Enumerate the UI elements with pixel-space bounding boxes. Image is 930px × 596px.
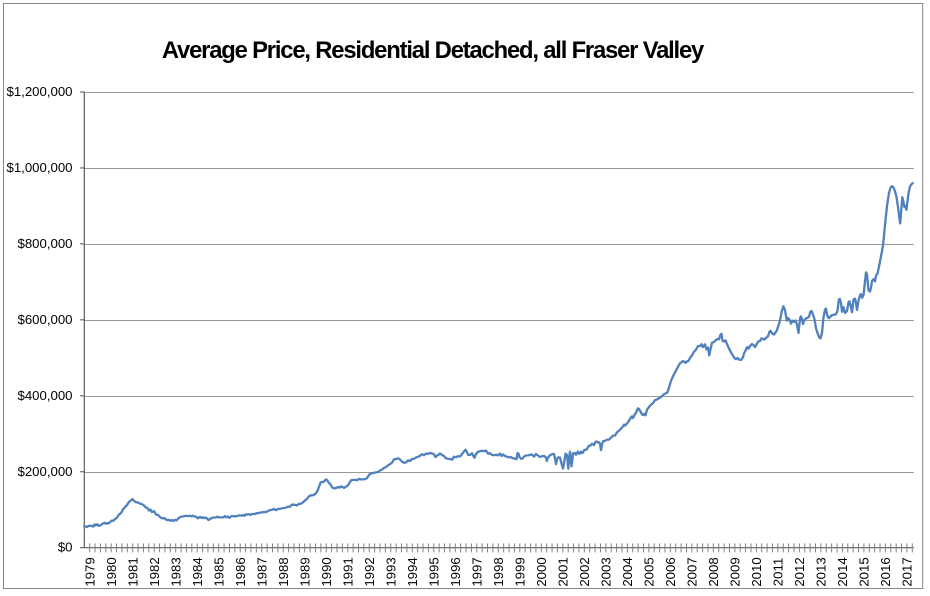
svg-text:2014: 2014 (835, 557, 850, 586)
svg-text:1992: 1992 (362, 557, 377, 586)
svg-text:1979: 1979 (82, 557, 97, 586)
svg-text:1985: 1985 (211, 557, 226, 586)
svg-text:1994: 1994 (405, 557, 420, 586)
svg-text:2015: 2015 (856, 557, 871, 586)
svg-text:$400,000: $400,000 (17, 388, 72, 403)
svg-text:2017: 2017 (899, 557, 914, 586)
svg-text:2009: 2009 (727, 557, 742, 586)
svg-text:1993: 1993 (383, 557, 398, 586)
svg-text:2006: 2006 (663, 557, 678, 586)
svg-text:1995: 1995 (426, 557, 441, 586)
svg-text:2002: 2002 (577, 557, 592, 586)
svg-text:1986: 1986 (233, 557, 248, 586)
svg-text:1990: 1990 (319, 557, 334, 586)
svg-text:2004: 2004 (620, 557, 635, 586)
svg-text:1997: 1997 (469, 557, 484, 586)
svg-text:2012: 2012 (792, 557, 807, 586)
svg-text:2016: 2016 (878, 557, 893, 586)
svg-text:$800,000: $800,000 (17, 236, 72, 251)
svg-text:2011: 2011 (770, 558, 785, 586)
svg-text:2008: 2008 (706, 557, 721, 586)
svg-text:$1,200,000: $1,200,000 (6, 84, 72, 99)
svg-text:2010: 2010 (749, 557, 764, 586)
svg-text:1988: 1988 (276, 557, 291, 586)
svg-text:2007: 2007 (684, 557, 699, 586)
svg-text:1981: 1981 (125, 557, 140, 586)
svg-text:1991: 1991 (340, 557, 355, 586)
svg-text:2005: 2005 (641, 557, 656, 586)
svg-text:1982: 1982 (147, 557, 162, 586)
svg-text:2013: 2013 (813, 557, 828, 586)
svg-text:$200,000: $200,000 (17, 464, 72, 479)
svg-text:1983: 1983 (168, 557, 183, 586)
svg-text:1980: 1980 (104, 557, 119, 586)
svg-text:1998: 1998 (491, 557, 506, 586)
svg-text:1996: 1996 (448, 557, 463, 586)
svg-text:1999: 1999 (512, 557, 527, 586)
svg-text:2000: 2000 (534, 557, 549, 586)
svg-text:1987: 1987 (254, 557, 269, 586)
svg-text:$600,000: $600,000 (17, 312, 72, 327)
svg-text:$0: $0 (58, 540, 73, 555)
svg-text:1989: 1989 (297, 557, 312, 586)
svg-text:2003: 2003 (598, 557, 613, 586)
svg-text:2001: 2001 (555, 557, 570, 586)
svg-text:1984: 1984 (190, 557, 205, 586)
svg-text:Average Price, Residential Det: Average Price, Residential Detached, all… (162, 37, 705, 64)
svg-text:$1,000,000: $1,000,000 (6, 160, 72, 175)
